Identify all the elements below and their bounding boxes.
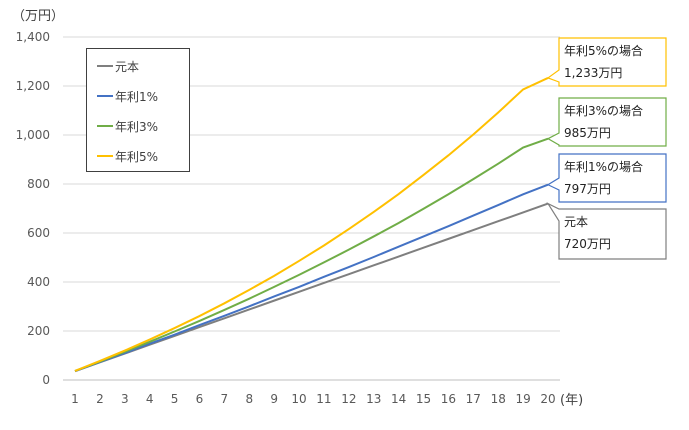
x-tick-label: 11 (316, 392, 331, 406)
x-tick-label: 10 (291, 392, 306, 406)
x-tick-label: 1 (71, 392, 79, 406)
callout-1: 年利3%の場合 985万円 (546, 97, 667, 147)
y-tick-label: 400 (27, 275, 50, 289)
legend-item: 年利3% (97, 118, 158, 134)
callout-value: 720万円 (564, 237, 611, 251)
callout-3: 元本 720万円 (546, 202, 667, 260)
legend-label: 年利1% (115, 89, 159, 104)
callout-2: 年利1%の場合 797万円 (546, 153, 667, 203)
x-tick-label: 6 (196, 392, 204, 406)
x-tick-label: 14 (391, 392, 406, 406)
x-tick-label: 13 (366, 392, 381, 406)
callout-title: 年利1%の場合 (564, 159, 643, 174)
x-tick-label: 18 (491, 392, 506, 406)
y-tick-label: 1,200 (16, 79, 50, 93)
x-tick-label: 16 (441, 392, 456, 406)
legend-item: 年利5% (97, 148, 158, 164)
x-tick-label: 19 (515, 392, 530, 406)
callout-box (546, 202, 667, 260)
callout-value: 1,233万円 (564, 66, 622, 80)
x-tick-label: 7 (221, 392, 229, 406)
legend-label: 元本 (115, 59, 140, 74)
y-tick-label: 800 (27, 177, 50, 191)
legend-item: 元本 (97, 58, 139, 74)
x-tick-label: 5 (171, 392, 179, 406)
legend-swatch (97, 95, 113, 97)
y-tick-label: 200 (27, 324, 50, 338)
callout-box (546, 97, 667, 147)
x-tick-label: 3 (121, 392, 129, 406)
y-tick-label: 1,400 (16, 30, 50, 44)
x-tick-label: 17 (466, 392, 481, 406)
callout-box (546, 153, 667, 203)
legend-item: 年利1% (97, 88, 158, 104)
x-tick-label: 15 (416, 392, 431, 406)
series-line-2 (74, 137, 549, 372)
legend-swatch (97, 125, 113, 127)
x-tick-label: 2 (96, 392, 104, 406)
callout-title: 年利3%の場合 (564, 103, 643, 118)
callout-title: 年利5%の場合 (564, 43, 643, 58)
x-tick-label: 8 (245, 392, 253, 406)
legend-label: 年利3% (115, 119, 159, 134)
y-tick-label: 0 (42, 373, 50, 387)
y-tick-label: 1,000 (16, 128, 50, 142)
legend-swatch (97, 65, 113, 67)
x-tick-label: 4 (146, 392, 154, 406)
x-tick-label: 12 (341, 392, 356, 406)
chart-legend: 元本年利1% 年利3% 年利5% (86, 48, 190, 172)
legend-swatch (97, 155, 113, 157)
x-axis-unit-label: (年) (560, 393, 583, 408)
callout-title: 元本 (564, 215, 588, 229)
callout-value: 985万円 (564, 126, 611, 140)
callout-box (546, 37, 667, 87)
callout-0: 年利5%の場合 1,233万円 (546, 37, 667, 87)
legend-label: 年利5% (115, 149, 159, 164)
callout-value: 797万円 (564, 182, 611, 196)
series-line-1 (74, 183, 549, 373)
series-line-3 (74, 77, 549, 372)
y-axis-unit-label: （万円） (12, 9, 64, 24)
x-tick-label: 20 (540, 392, 555, 406)
x-tick-label: 9 (270, 392, 278, 406)
y-tick-label: 600 (27, 226, 50, 240)
